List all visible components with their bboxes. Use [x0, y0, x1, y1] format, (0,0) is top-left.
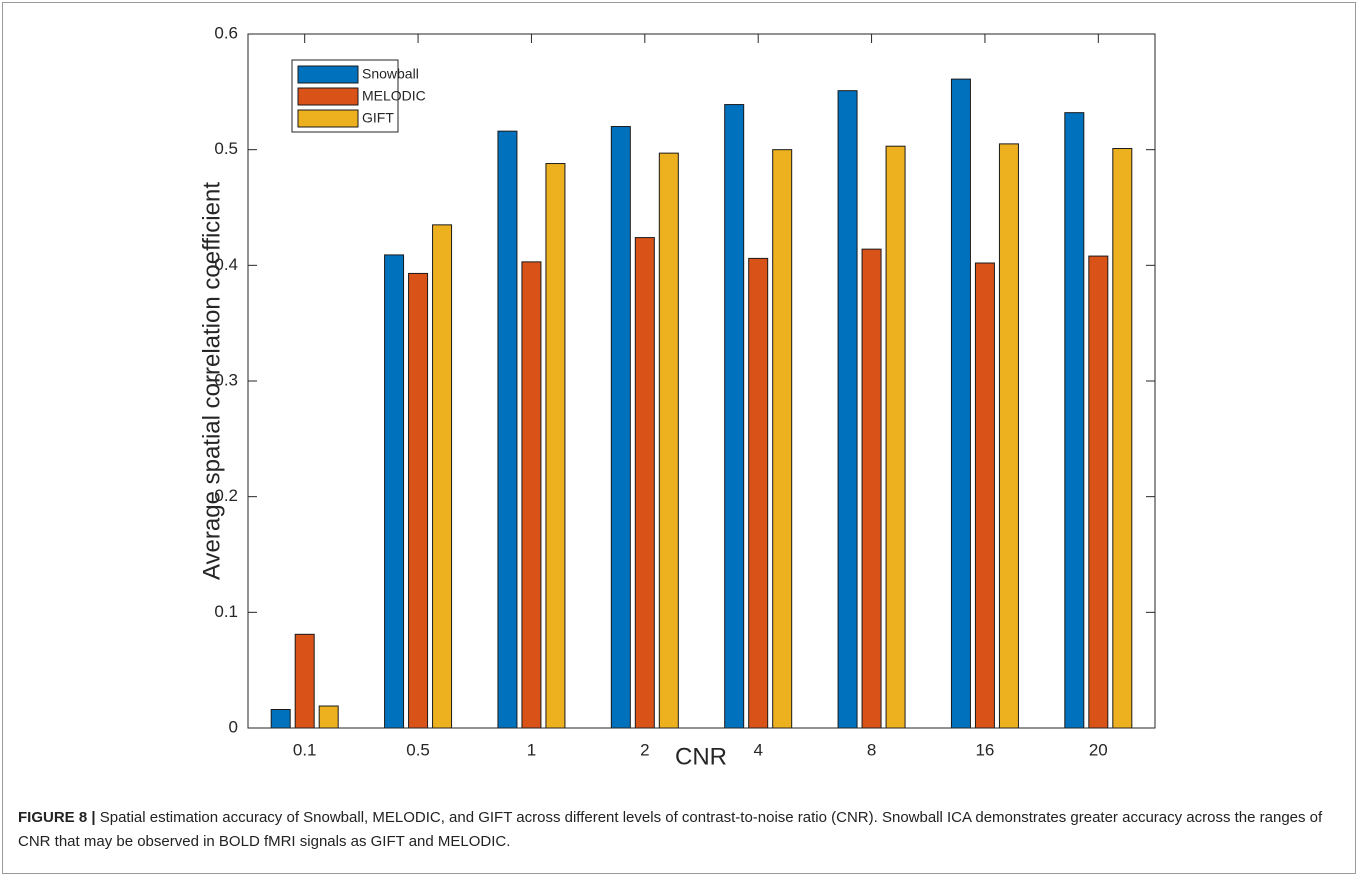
x-tick-label: 0.1 — [293, 740, 317, 759]
y-tick-label: 0.6 — [214, 23, 238, 42]
caption-text: Spatial estimation accuracy of Snowball,… — [18, 809, 1323, 850]
bar — [610, 126, 631, 729]
bar — [724, 104, 745, 729]
bar — [270, 708, 291, 729]
y-tick-label: 0 — [229, 717, 238, 736]
legend-label: Snowball — [362, 66, 419, 82]
bar — [837, 90, 858, 729]
legend-swatch — [297, 87, 359, 106]
x-tick-label: 2 — [640, 740, 649, 759]
bar — [885, 145, 906, 729]
bar — [1112, 148, 1133, 729]
caption-label: FIGURE 8 | — [18, 809, 96, 826]
legend-label: GIFT — [362, 110, 394, 126]
bar — [545, 163, 566, 729]
y-tick-label: 0.1 — [214, 602, 238, 621]
legend-swatch — [297, 109, 359, 128]
legend-label: MELODIC — [362, 88, 426, 104]
bar — [634, 237, 655, 729]
x-tick-label: 4 — [753, 740, 762, 759]
bar — [432, 224, 453, 729]
bar — [974, 262, 995, 729]
x-tick-label: 20 — [1089, 740, 1108, 759]
bar — [521, 261, 542, 729]
axes-box — [247, 33, 1156, 729]
x-axis-label: CNR — [675, 743, 727, 770]
legend-swatch — [297, 65, 359, 84]
bar — [318, 705, 339, 729]
y-tick-label: 0.5 — [214, 139, 238, 158]
bar — [950, 78, 971, 729]
x-tick-label: 0.5 — [406, 740, 430, 759]
bar — [408, 272, 429, 729]
bar — [658, 152, 679, 729]
bar — [497, 130, 518, 729]
bar — [772, 149, 793, 729]
bar — [998, 143, 1019, 729]
bar — [1064, 112, 1085, 729]
x-tick-label: 16 — [975, 740, 994, 759]
bar — [1088, 255, 1109, 729]
caption: FIGURE 8 | Spatial estimation accuracy o… — [18, 806, 1338, 854]
y-axis-label: Average spatial correlation coefficient — [198, 182, 225, 580]
bar — [861, 248, 882, 729]
y-tick-label: 0.4 — [214, 255, 238, 274]
x-tick-label: 8 — [867, 740, 876, 759]
bar — [294, 633, 315, 729]
bar — [384, 254, 405, 729]
chart: Average spatial correlation coefficient … — [198, 23, 1156, 770]
plot-area — [248, 34, 1155, 728]
y-tick-label: 0.3 — [214, 370, 238, 389]
bar — [748, 257, 769, 729]
y-tick-label: 0.2 — [214, 486, 238, 505]
x-tick-label: 1 — [527, 740, 536, 759]
